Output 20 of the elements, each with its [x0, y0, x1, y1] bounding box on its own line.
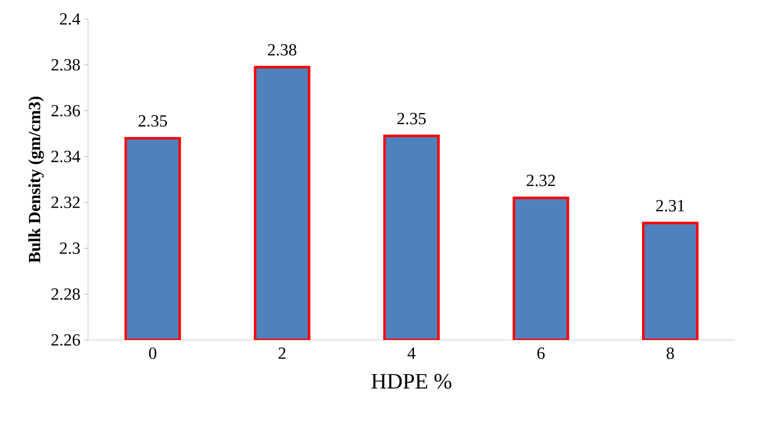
y-tick-label: 2.28 — [51, 288, 80, 300]
x-tick-label: 6 — [537, 348, 545, 359]
x-tick-label: 0 — [149, 348, 156, 359]
x-tick-label: 4 — [408, 348, 416, 359]
y-tick-label: 2.26 — [51, 334, 80, 346]
data-label: 2.32 — [526, 174, 555, 186]
data-label: 2.35 — [138, 115, 167, 127]
x-axis-title: HDPE % — [371, 374, 452, 389]
data-label: 2.38 — [268, 44, 296, 56]
y-tick-label: 2.38 — [51, 59, 80, 71]
y-tick-label: 2.36 — [51, 104, 80, 116]
x-tick-label: 8 — [666, 348, 674, 359]
y-axis-title: Bulk Density (gm/cm3) — [28, 96, 44, 263]
data-label: 2.35 — [397, 112, 426, 124]
y-tick-label: 2.32 — [51, 196, 80, 208]
data-label: 2.31 — [656, 200, 684, 212]
y-tick-label: 2.4 — [60, 13, 80, 25]
y-tick-label: 2.3 — [60, 242, 80, 254]
y-tick-label: 2.34 — [51, 150, 80, 162]
x-tick-label: 2 — [278, 348, 286, 359]
